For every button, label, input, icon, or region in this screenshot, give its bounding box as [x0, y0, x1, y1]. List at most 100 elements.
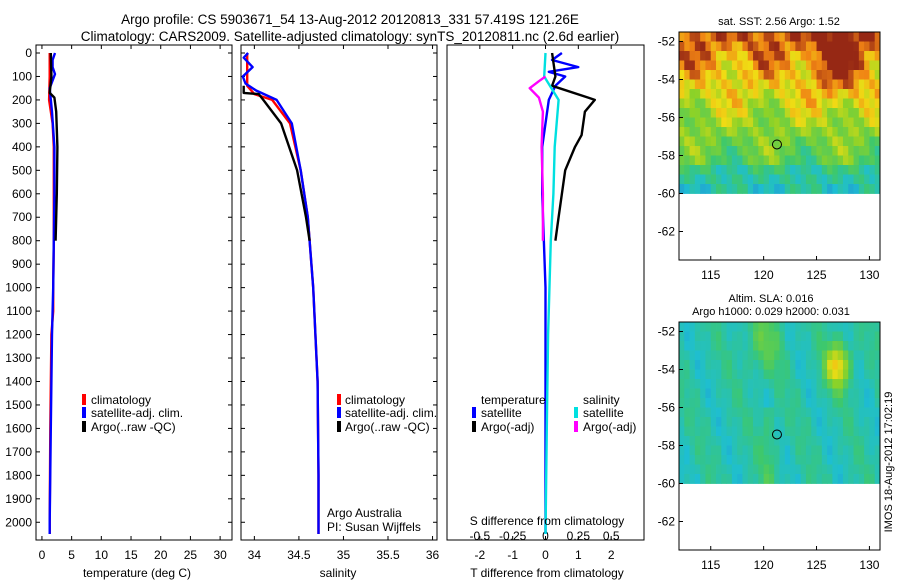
map-cell: [853, 41, 860, 52]
map-cell: [689, 445, 696, 456]
map-cell: [768, 51, 775, 61]
salinity-xlabel: salinity: [320, 566, 357, 580]
map-cell: [758, 146, 765, 156]
map-cell: [874, 184, 881, 194]
map-cell: [784, 455, 791, 465]
map-cell: [816, 117, 823, 128]
map-cell: [821, 127, 828, 137]
map-cell: [747, 165, 754, 175]
sst-map-title: sat. SST: 2.56 Argo: 1.52: [718, 16, 840, 28]
map-cell: [805, 174, 812, 185]
salinity-panel: 34 34.5 35 35.5 36 salinity climatology sate…: [240, 44, 440, 580]
map-cell: [758, 464, 765, 475]
map-cell: [758, 108, 765, 118]
map-cell: [716, 379, 722, 389]
map-cell: [689, 155, 696, 166]
map-cell: [774, 117, 780, 128]
map-cell: [684, 60, 690, 71]
map-cell: [864, 165, 870, 175]
map-cell: [763, 464, 770, 475]
map-cell: [731, 117, 738, 128]
map-cell: [679, 146, 685, 156]
map-cell: [790, 417, 796, 427]
map-cell: [689, 60, 696, 71]
map-cell: [827, 70, 833, 80]
map-cell: [679, 79, 685, 90]
map-cell: [795, 79, 802, 90]
legend-swatch-sal-satellite: [574, 407, 578, 418]
map-cell: [694, 117, 701, 128]
map-cell: [689, 407, 696, 418]
map-cell: [731, 417, 738, 427]
map-cell: [800, 98, 807, 109]
map-cell: [800, 331, 807, 342]
map-cell: [779, 117, 786, 128]
map-cell: [795, 455, 802, 465]
map-cell: [716, 117, 722, 128]
map-cell: [832, 98, 839, 109]
map-cell: [805, 455, 812, 465]
legend-heading-salinity: salinity: [583, 393, 620, 407]
map-cell: [853, 89, 860, 99]
map-cell: [800, 184, 807, 194]
map-cell: [705, 127, 712, 137]
map-cell: [858, 41, 865, 52]
map-cell: [679, 464, 685, 475]
map-cell: [742, 426, 749, 437]
map-cell: [763, 417, 770, 427]
map-cell: [679, 184, 685, 194]
map-cell: [763, 117, 770, 128]
map-cell: [689, 174, 696, 185]
map-cell: [832, 127, 839, 137]
map-cell: [700, 398, 706, 408]
map-cell: [716, 60, 722, 71]
map-cell: [742, 455, 749, 465]
map-cell: [837, 117, 844, 128]
map-cell: [753, 127, 759, 137]
map-cell: [710, 341, 717, 351]
map-cell: [848, 426, 854, 437]
map-cell: [768, 108, 775, 118]
y-tick-label: -54: [658, 363, 676, 377]
map-cell: [832, 341, 839, 351]
map-cell: [864, 341, 870, 351]
map-cell: [689, 184, 696, 194]
map-cell: [710, 350, 717, 361]
map-cell: [763, 436, 770, 446]
map-cell: [864, 70, 870, 80]
map-cell: [837, 32, 844, 42]
map-cell: [832, 155, 839, 166]
map-cell: [864, 350, 870, 361]
map-cell: [821, 98, 828, 109]
map-cell: [864, 136, 870, 147]
map-cell: [694, 41, 701, 52]
map-cell: [837, 108, 844, 118]
map-cell: [768, 174, 775, 185]
map-cell: [811, 350, 817, 361]
map-cell: [700, 455, 706, 465]
map-cell: [694, 474, 701, 484]
map-cell: [700, 79, 706, 90]
map-cell: [705, 426, 712, 437]
map-cell: [758, 341, 765, 351]
map-cell: [795, 41, 802, 52]
map-cell: [747, 155, 754, 166]
map-cell: [726, 474, 733, 484]
map-cell: [874, 146, 881, 156]
map-cell: [874, 398, 881, 408]
map-cell: [774, 369, 780, 380]
map-cell: [747, 331, 754, 342]
map-cell: [774, 155, 780, 166]
map-cell: [816, 32, 823, 42]
map-cell: [848, 136, 854, 147]
map-cell: [869, 388, 876, 399]
map-cell: [705, 417, 712, 427]
map-cell: [795, 174, 802, 185]
sla-map-title2: Argo h1000: 0.029 h2000: 0.031: [692, 306, 850, 318]
map-cell: [721, 136, 728, 147]
x-tick-label: 115: [701, 268, 720, 282]
map-cell: [779, 79, 786, 90]
map-cell: [747, 388, 754, 399]
x-tick-label: -2: [474, 548, 485, 562]
map-cell: [827, 426, 833, 437]
